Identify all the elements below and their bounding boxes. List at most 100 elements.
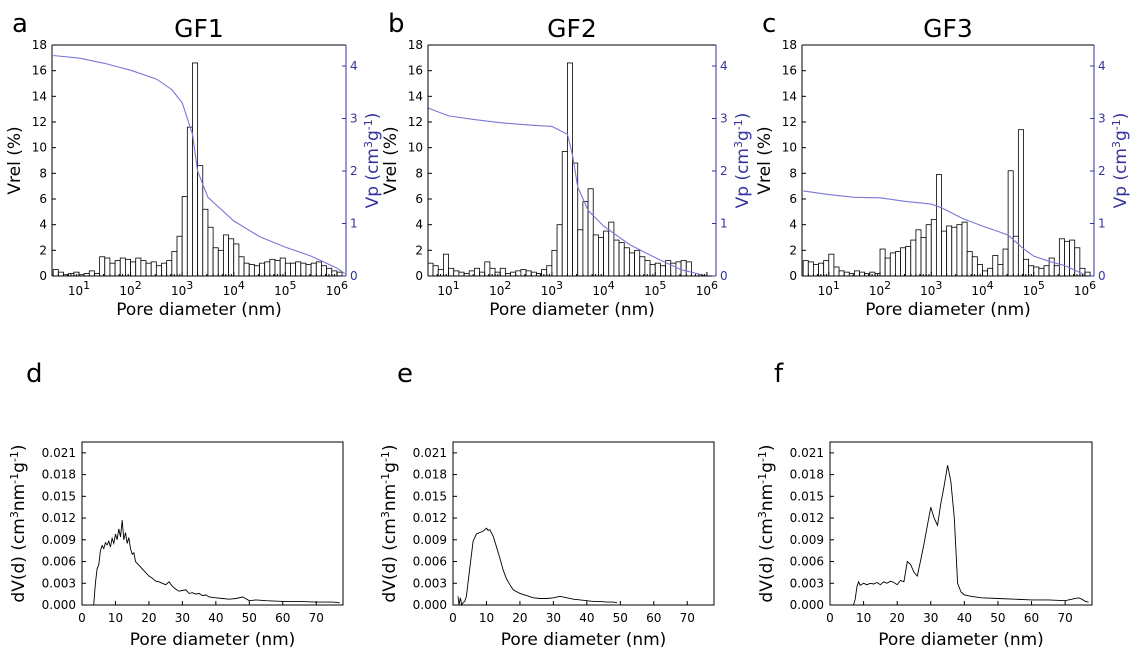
x-tick-label-part: 5 bbox=[659, 279, 666, 292]
y-tick-label: 0.021 bbox=[42, 446, 76, 460]
histogram-bar bbox=[971, 256, 978, 277]
x-tick-label: 103 bbox=[171, 279, 193, 299]
panel-letter: d bbox=[26, 359, 43, 389]
y-tick-label: 0.009 bbox=[42, 533, 76, 547]
x-tick-label: 40 bbox=[579, 611, 594, 625]
y-tick-label: 12 bbox=[782, 115, 797, 129]
x-tick-label: 20 bbox=[890, 611, 905, 625]
y2-tick-label: 4 bbox=[350, 59, 358, 73]
histogram-bar bbox=[828, 253, 835, 277]
histogram-bar bbox=[961, 221, 968, 277]
x-tick-label-part: 10 bbox=[696, 284, 711, 298]
y2-axis-label-part: 3 bbox=[362, 141, 375, 148]
histogram-bar bbox=[966, 251, 973, 277]
histogram-bar bbox=[634, 249, 641, 277]
y-axis-label-part: -1 bbox=[756, 451, 769, 462]
y2-tick-label: 2 bbox=[350, 164, 358, 178]
histogram-bar bbox=[145, 262, 152, 277]
y-tick-label: 0.006 bbox=[790, 555, 824, 569]
x-tick-label-part: 3 bbox=[935, 279, 942, 292]
y-tick-label: 0.015 bbox=[413, 489, 447, 503]
panel-letter: a bbox=[12, 9, 28, 39]
histogram-bar bbox=[140, 260, 147, 277]
y2-axis-label: Vp (cm3g-1) bbox=[732, 113, 754, 209]
x-axis-label: Pore diameter (nm) bbox=[130, 630, 296, 650]
y2-axis-label-part: 3 bbox=[1110, 141, 1123, 148]
histogram-bar bbox=[639, 256, 646, 277]
histogram-bar bbox=[992, 255, 999, 277]
histogram-bar bbox=[530, 271, 537, 277]
x-tick-label: 101 bbox=[68, 279, 90, 299]
histogram-bar bbox=[597, 237, 604, 277]
y2-axis-label: Vp (cm3g-1) bbox=[362, 113, 384, 209]
histogram-bar bbox=[119, 257, 126, 277]
x-tick-label: 0 bbox=[826, 611, 834, 625]
histogram-bar bbox=[592, 234, 599, 277]
y-axis-label-part: dV(d) (cm bbox=[9, 518, 29, 602]
y-axis-label-part: 3 bbox=[756, 511, 769, 518]
plot-frame bbox=[829, 441, 1093, 606]
histogram-bar bbox=[654, 262, 661, 277]
histogram-bar bbox=[130, 261, 137, 277]
x-tick-label: 60 bbox=[275, 611, 290, 625]
histogram-bar bbox=[854, 270, 860, 277]
y2-tick-label: 3 bbox=[1098, 112, 1106, 126]
x-tick-label-part: 10 bbox=[541, 284, 556, 298]
y-axis-label-part: -1 bbox=[8, 451, 21, 462]
x-tick-label-part: 1 bbox=[83, 279, 90, 292]
histogram-bar bbox=[1007, 170, 1014, 277]
histogram-bar bbox=[1017, 129, 1024, 277]
histogram-bar bbox=[1084, 271, 1091, 277]
histogram-bar bbox=[1043, 265, 1050, 277]
y-axis-label-part: nm bbox=[380, 484, 400, 511]
x-axis-label: Pore diameter (nm) bbox=[501, 630, 667, 650]
x-tick-label-part: 5 bbox=[289, 279, 296, 292]
x-tick-label: 102 bbox=[119, 279, 141, 299]
x-tick-label: 105 bbox=[1023, 279, 1045, 299]
y-axis-label-part: -1 bbox=[8, 473, 21, 484]
y-axis-label-part: ) bbox=[380, 444, 400, 451]
x-tick-label: 101 bbox=[437, 279, 459, 299]
histogram-bar bbox=[551, 249, 558, 277]
y2-axis-label-part: g bbox=[1111, 130, 1131, 141]
y-tick-label: 0 bbox=[789, 269, 797, 283]
cumulative-volume-line bbox=[427, 107, 708, 277]
y2-tick-label: 0 bbox=[350, 269, 358, 283]
histogram-bar bbox=[161, 262, 168, 277]
histogram-bar bbox=[238, 256, 245, 277]
histogram-bar bbox=[603, 230, 610, 277]
y2-tick-label: 0 bbox=[720, 269, 728, 283]
x-tick-label: 50 bbox=[242, 611, 257, 625]
x-tick-label: 50 bbox=[613, 611, 628, 625]
y-tick-label: 0.021 bbox=[790, 446, 824, 460]
histogram-bar bbox=[1002, 248, 1009, 277]
histogram-bar bbox=[660, 265, 666, 277]
histogram-bar bbox=[295, 261, 302, 277]
cumulative-volume-line bbox=[53, 54, 346, 274]
histogram-bar bbox=[613, 239, 620, 277]
x-tick-label: 60 bbox=[646, 611, 661, 625]
histogram-bar bbox=[925, 224, 932, 277]
x-tick-label: 30 bbox=[546, 611, 561, 625]
y2-tick-label: 3 bbox=[720, 112, 728, 126]
y-axis-label-part: g bbox=[9, 462, 29, 473]
y2-axis-label-part: ) bbox=[1111, 113, 1131, 120]
histogram-bar bbox=[114, 260, 121, 277]
distribution-line bbox=[853, 465, 1089, 606]
x-tick-label: 10 bbox=[108, 611, 123, 625]
histogram-bar bbox=[587, 188, 594, 277]
x-tick-label: 106 bbox=[696, 279, 718, 299]
y2-tick-label: 1 bbox=[350, 217, 358, 231]
y-tick-label: 0.003 bbox=[790, 576, 824, 590]
histogram-bar bbox=[644, 260, 651, 277]
y-axis-label-part: -1 bbox=[379, 451, 392, 462]
y-tick-label: 0.000 bbox=[413, 598, 447, 612]
y-tick-label: 16 bbox=[408, 64, 423, 78]
y-tick-label: 18 bbox=[782, 38, 797, 52]
histogram-bar bbox=[987, 267, 994, 277]
y-axis-label-part: dV(d) (cm bbox=[757, 518, 777, 602]
x-tick-label: 104 bbox=[971, 279, 993, 299]
histogram-bar bbox=[125, 258, 131, 277]
